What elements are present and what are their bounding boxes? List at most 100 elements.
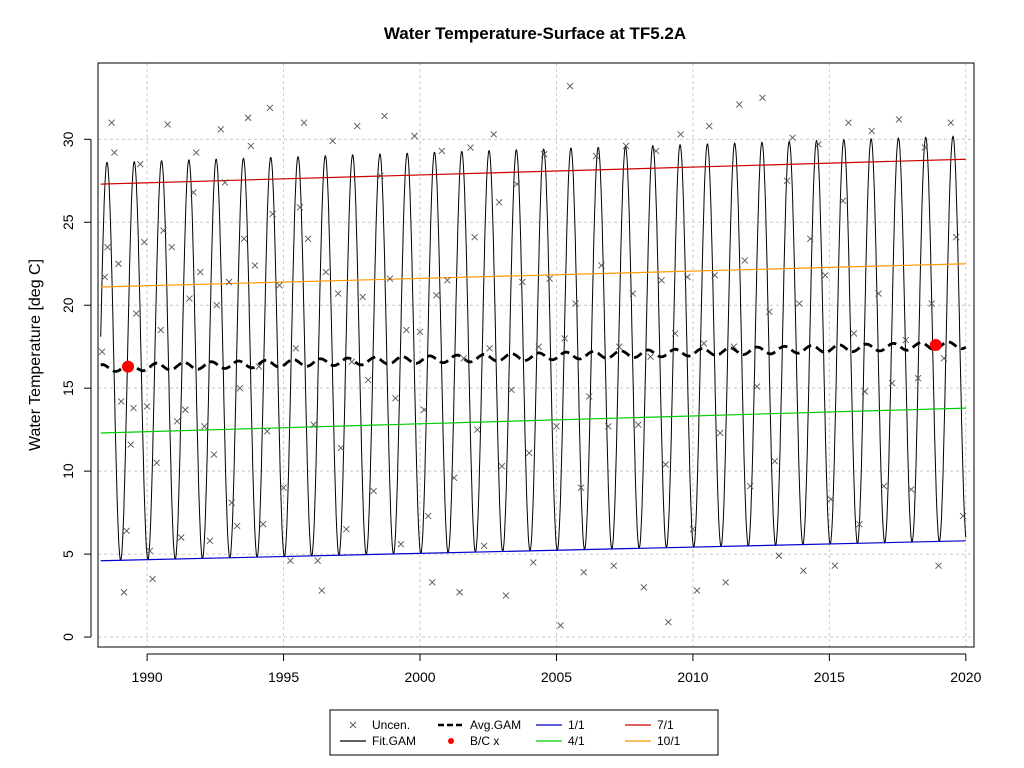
uncen-point xyxy=(796,300,803,307)
uncen-point xyxy=(580,569,588,576)
uncen-point xyxy=(615,343,623,351)
uncen-point xyxy=(141,238,148,246)
uncen-point xyxy=(456,588,463,596)
uncen-point xyxy=(902,336,910,344)
uncen-point xyxy=(438,147,446,155)
uncen-point xyxy=(665,618,672,626)
uncen-point xyxy=(287,557,294,565)
uncen-point xyxy=(880,482,888,490)
uncen-point xyxy=(861,388,869,395)
uncen-point xyxy=(806,235,814,243)
uncen-point xyxy=(652,147,660,155)
uncen-point xyxy=(322,268,330,276)
uncen-point xyxy=(529,559,537,566)
uncen-point xyxy=(700,340,708,347)
uncen-point xyxy=(149,575,156,583)
uncen-point xyxy=(753,383,761,390)
uncen-point xyxy=(921,144,929,151)
x-tick-label: 2010 xyxy=(677,669,708,685)
uncen-point xyxy=(557,622,564,629)
uncen-point xyxy=(759,94,766,102)
uncen-point xyxy=(629,290,637,297)
uncen-point xyxy=(403,326,410,334)
uncen-point xyxy=(168,243,176,251)
uncen-point xyxy=(800,567,807,575)
uncen-point xyxy=(783,177,791,185)
x-tick-label: 2015 xyxy=(814,669,845,685)
uncen-point xyxy=(935,562,942,570)
uncen-point xyxy=(839,197,847,205)
legend-box xyxy=(329,709,719,756)
legend: Uncen. Fit.GAM Avg.GAM B/C x 1/1 4/1 7/1 10/1 xyxy=(329,709,719,756)
uncen-point xyxy=(101,273,109,281)
uncen-point xyxy=(546,275,553,283)
uncen-points-layer xyxy=(98,82,967,629)
uncen-point xyxy=(684,273,691,281)
series-line-4-1 xyxy=(100,407,966,434)
uncen-point xyxy=(928,300,936,307)
uncen-point xyxy=(467,144,474,151)
uncen-point xyxy=(420,406,428,414)
uncen-point xyxy=(247,142,255,150)
uncen-point xyxy=(143,403,151,410)
uncen-point xyxy=(622,142,630,150)
uncen-point xyxy=(947,119,955,127)
uncen-point xyxy=(310,421,317,429)
uncen-point xyxy=(592,152,600,160)
uncen-point xyxy=(304,235,312,243)
uncen-point xyxy=(845,119,852,127)
uncen-point xyxy=(146,547,154,555)
x-tick-label: 2020 xyxy=(950,669,981,685)
uncen-point xyxy=(225,278,233,286)
uncen-point xyxy=(153,459,160,467)
uncen-point xyxy=(875,290,882,297)
uncen-point xyxy=(127,441,135,448)
uncen-point xyxy=(566,82,574,90)
uncen-point xyxy=(228,499,236,506)
uncen-point xyxy=(318,587,326,594)
uncen-point xyxy=(540,150,548,158)
uncen-point xyxy=(233,522,241,530)
uncen-point xyxy=(206,537,214,545)
uncen-point xyxy=(343,525,350,533)
uncen-point xyxy=(292,345,300,352)
uncen-point xyxy=(276,281,283,289)
uncen-point xyxy=(221,179,229,186)
uncen-point xyxy=(296,204,304,211)
uncen-point xyxy=(553,423,560,430)
uncen-point xyxy=(610,562,618,570)
uncen-point xyxy=(735,101,743,108)
uncen-point xyxy=(716,429,724,437)
uncen-point xyxy=(236,384,244,392)
uncen-point xyxy=(888,379,896,387)
x-tick-label: 2005 xyxy=(541,669,572,685)
uncen-point xyxy=(136,160,144,168)
y-axis-label: Water Temperature [deg C] xyxy=(27,259,44,451)
uncen-point xyxy=(130,404,137,412)
uncen-point xyxy=(416,328,424,336)
legend-label-7-1: 7/1 xyxy=(657,718,674,732)
uncen-point xyxy=(428,578,436,586)
uncen-point xyxy=(269,210,276,218)
uncen-point xyxy=(471,233,478,241)
series-line-7-1 xyxy=(100,158,966,185)
uncen-point xyxy=(108,119,115,127)
uncen-point xyxy=(502,592,510,599)
legend-label-fit-gam: Fit.GAM xyxy=(372,734,416,748)
uncen-point xyxy=(730,343,738,351)
uncen-point xyxy=(959,512,967,520)
uncen-point xyxy=(856,520,863,528)
uncen-point xyxy=(98,348,106,356)
uncen-point xyxy=(353,122,361,130)
series-line-1-1 xyxy=(100,540,966,562)
uncen-point xyxy=(766,308,773,316)
uncen-point xyxy=(490,131,498,138)
uncen-point xyxy=(598,262,605,269)
series-layer xyxy=(100,135,967,562)
uncen-point xyxy=(914,374,922,382)
uncen-point xyxy=(771,457,779,465)
bc-point xyxy=(122,360,135,373)
chart-title: Water Temperature-Surface at TF5.2A xyxy=(384,24,686,43)
legend-label-10-1: 10/1 xyxy=(657,734,681,748)
